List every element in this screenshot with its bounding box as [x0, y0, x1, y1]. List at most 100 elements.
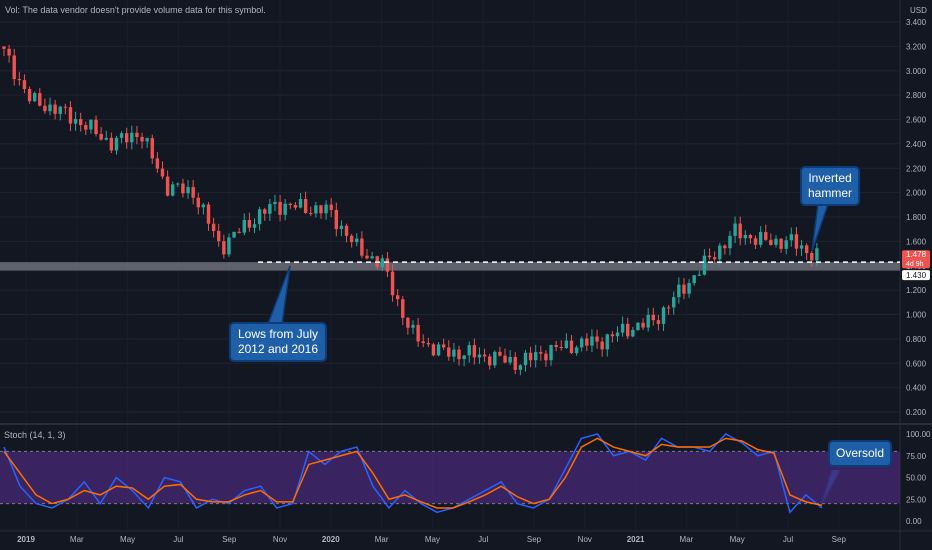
- callout-inverted-hammer: Inverted hammer: [800, 166, 860, 206]
- candle-body: [206, 204, 211, 224]
- candle-body: [559, 347, 563, 349]
- time-axis-label: 2021: [627, 535, 645, 544]
- candle-body: [109, 137, 114, 151]
- candle-body: [222, 241, 226, 255]
- candle-body: [365, 255, 369, 259]
- candle-body: [73, 119, 78, 124]
- price-tick-label: 1.800: [906, 213, 927, 222]
- level-badge: [902, 270, 930, 281]
- candle-body: [390, 271, 395, 296]
- candle-body: [789, 234, 794, 241]
- candle-body: [539, 352, 543, 354]
- candle-body: [360, 238, 364, 256]
- callout-oversold: Oversold: [828, 440, 892, 467]
- price-tick-label: 0.600: [906, 359, 927, 368]
- candle-body: [2, 46, 6, 49]
- candle-body: [293, 204, 298, 208]
- stoch-tick-label: 75.00: [906, 452, 927, 461]
- last-price-badge: [902, 250, 930, 269]
- candle-body: [595, 336, 599, 342]
- candle-body: [482, 354, 487, 357]
- candle-body: [718, 245, 722, 260]
- candle-body: [58, 106, 62, 114]
- candle-body: [89, 119, 93, 130]
- candle-body: [508, 357, 512, 363]
- price-tick-label: 3.200: [906, 42, 927, 51]
- candle-body: [119, 133, 124, 138]
- time-axis-label: Mar: [680, 535, 694, 544]
- candle-body: [395, 295, 400, 300]
- price-tick-label: 0.400: [906, 384, 927, 393]
- candle-body: [554, 345, 558, 348]
- candle-body: [615, 332, 620, 337]
- candle-body: [523, 352, 528, 366]
- candle-body: [186, 187, 190, 194]
- price-tick-label: 2.800: [906, 91, 927, 100]
- time-axis-label: Sep: [832, 535, 847, 544]
- candle-body: [303, 198, 308, 213]
- candle-body: [17, 79, 22, 81]
- candle-body: [774, 238, 778, 245]
- price-tick-label: 2.600: [906, 116, 927, 125]
- candle-body: [125, 133, 129, 143]
- candle-body: [574, 347, 579, 354]
- candle-body: [48, 104, 52, 112]
- candle-body: [273, 201, 277, 205]
- candle-body: [411, 324, 415, 328]
- time-axis-label: Mar: [70, 535, 84, 544]
- price-tick-label: 0.200: [906, 408, 927, 417]
- candle-body: [268, 204, 272, 214]
- stoch-band: [0, 451, 900, 504]
- candle-body: [651, 314, 655, 321]
- candle-body: [467, 345, 471, 356]
- candle-body: [104, 137, 108, 140]
- price-tick-label: 3.400: [906, 18, 927, 27]
- candle-body: [738, 223, 742, 239]
- candle-body: [211, 223, 216, 232]
- stoch-indicator-label[interactable]: Stoch (14, 1, 3): [4, 430, 66, 440]
- price-tick-label: 0.800: [906, 335, 927, 344]
- stoch-d-line: [3, 437, 823, 509]
- candle-body: [687, 283, 691, 294]
- candle-body: [544, 353, 548, 361]
- candle-body: [339, 225, 344, 230]
- candle-body: [641, 322, 645, 328]
- candle-body: [252, 224, 257, 228]
- candle-body: [176, 183, 180, 185]
- candle-body: [457, 349, 461, 360]
- candle-body: [605, 334, 609, 350]
- candle-body: [385, 258, 390, 272]
- candle-body: [27, 89, 32, 102]
- candle-body: [324, 204, 328, 214]
- candle-body: [692, 275, 696, 284]
- candle-body: [380, 258, 385, 267]
- price-tick-label: 1.000: [906, 311, 927, 320]
- candle-body: [309, 212, 313, 214]
- candle-body: [441, 344, 446, 348]
- candle-body: [257, 209, 262, 225]
- candle-body: [452, 349, 456, 357]
- time-axis-label: May: [425, 535, 440, 544]
- candle-body: [672, 297, 676, 308]
- time-axis-label: May: [730, 535, 745, 544]
- candle-body: [155, 158, 160, 169]
- candle-body: [94, 119, 98, 134]
- candle-body: [769, 239, 773, 245]
- candle-body: [631, 329, 635, 337]
- time-axis-label: Jul: [478, 535, 488, 544]
- candle-body: [288, 203, 292, 205]
- candle-body: [349, 235, 354, 243]
- stoch-tick-label: 50.00: [906, 474, 927, 483]
- candle-body: [431, 344, 436, 356]
- candle-body: [493, 351, 497, 366]
- time-axis-label: Nov: [578, 535, 592, 544]
- candle-body: [682, 284, 686, 294]
- candle-body: [191, 187, 195, 198]
- candle-body: [534, 352, 538, 361]
- candle-body: [590, 336, 594, 346]
- price-tick-label: 2.200: [906, 164, 927, 173]
- candle-body: [707, 255, 712, 258]
- candle-body: [564, 340, 569, 349]
